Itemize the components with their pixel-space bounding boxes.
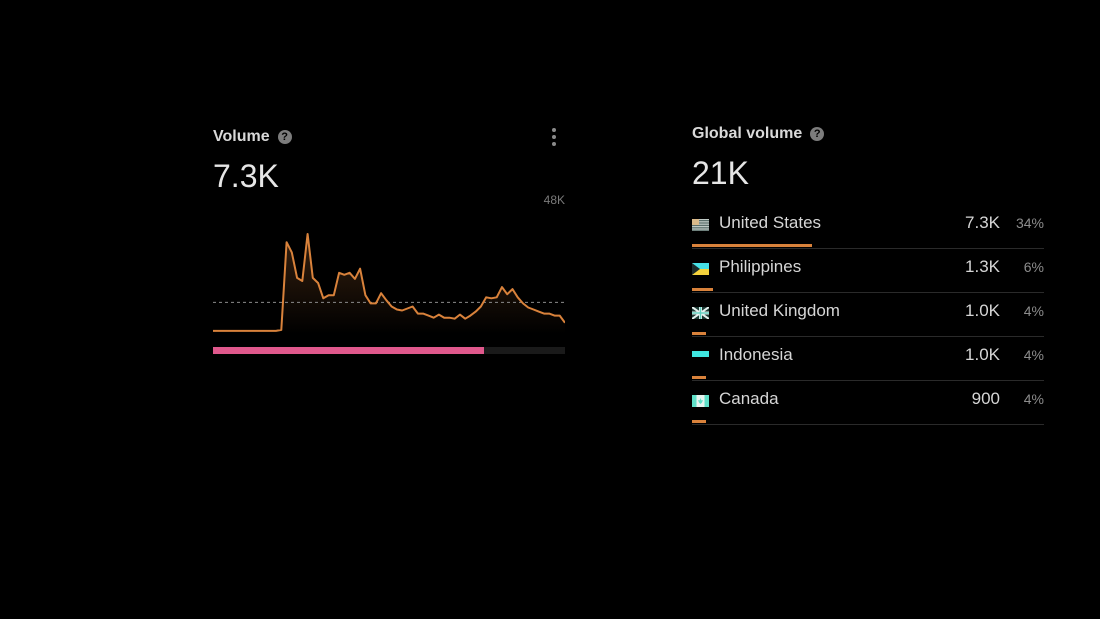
country-row-united-states[interactable]: United States 7.3K 34% <box>692 205 1044 249</box>
more-dot <box>552 128 556 132</box>
country-value: 1.3K <box>965 257 1000 276</box>
country-percent: 4% <box>1023 303 1044 319</box>
help-icon[interactable]: ? <box>277 130 292 144</box>
country-share-bar <box>692 244 812 247</box>
country-name: United Kingdom <box>719 301 840 320</box>
more-vertical-icon[interactable] <box>551 128 557 146</box>
country-name: Philippines <box>719 257 802 276</box>
country-value: 1.0K <box>965 301 1000 320</box>
id-flag-icon <box>692 351 709 363</box>
country-row-philippines[interactable]: Philippines 1.3K 6% <box>692 249 1044 293</box>
country-name: United States <box>719 213 822 232</box>
uk-flag-icon <box>692 307 709 319</box>
global-volume-title: Global volume <box>692 125 803 142</box>
country-row-indonesia[interactable]: Indonesia 1.0K 4% <box>692 337 1044 381</box>
global-volume-value: 21K <box>692 155 749 191</box>
country-value: 900 <box>971 389 1000 408</box>
volume-progress-fill <box>213 347 485 354</box>
chart-area <box>213 234 565 334</box>
global-volume-header: Global volume ? <box>692 121 1044 147</box>
country-percent: 4% <box>1023 347 1044 363</box>
country-value: 1.0K <box>965 345 1000 364</box>
us-flag-icon <box>692 219 709 231</box>
more-dot <box>552 142 556 146</box>
country-share-bar <box>692 376 707 379</box>
volume-value: 7.3K <box>213 158 279 194</box>
country-share-bar <box>692 332 707 335</box>
country-percent: 6% <box>1023 259 1044 275</box>
volume-header: Volume ? <box>213 124 565 150</box>
country-row-united-kingdom[interactable]: United Kingdom 1.0K 4% <box>692 293 1044 337</box>
global-volume-card: Global volume ? 21K United States 7.3K 3… <box>692 121 1044 425</box>
country-name: Indonesia <box>719 345 793 364</box>
ca-flag-icon <box>692 395 709 407</box>
more-dot <box>552 135 556 139</box>
country-row-canada[interactable]: Canada 900 4% <box>692 381 1044 425</box>
country-percent: 34% <box>1015 215 1044 231</box>
volume-progress-track <box>213 347 565 354</box>
country-share-bar <box>692 288 714 291</box>
volume-card: Volume ? 7.3K 48K <box>213 124 565 364</box>
country-percent: 4% <box>1023 391 1044 407</box>
volume-trend-chart <box>213 233 565 334</box>
volume-title: Volume <box>213 128 270 145</box>
country-list: United States 7.3K 34% Philippines 1.3K … <box>692 205 1044 425</box>
country-share-bar <box>692 420 707 423</box>
help-icon[interactable]: ? <box>810 127 825 141</box>
country-value: 7.3K <box>965 213 1000 232</box>
ph-flag-icon <box>692 263 709 275</box>
chart-max-label: 48K <box>543 193 565 207</box>
country-name: Canada <box>719 389 779 408</box>
chart-line <box>213 233 565 332</box>
